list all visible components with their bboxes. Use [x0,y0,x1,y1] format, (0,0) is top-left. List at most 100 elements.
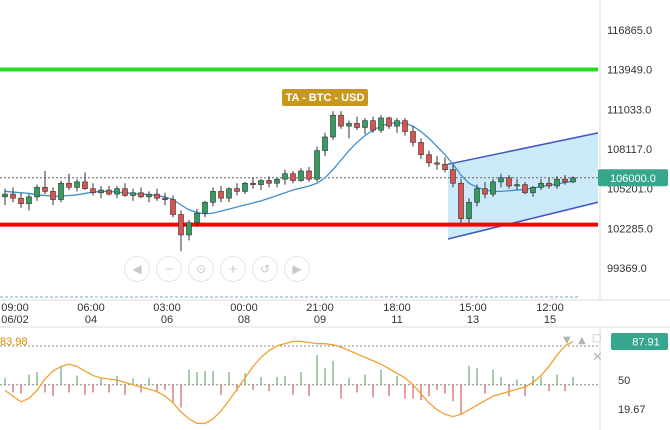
candle-down [410,126,416,147]
price-axis: 116865.0 113949.0 111033.0 108117.0 1052… [607,25,653,275]
candle-down [42,170,48,195]
candle-down [10,187,16,203]
candle-down [418,138,424,159]
zoom-reset-icon[interactable]: ⊙ [188,256,214,282]
candle-down [266,176,272,188]
candle-up [530,185,536,197]
candle-up [514,179,520,191]
candle-body [130,192,136,196]
candle-up [58,180,64,203]
candle-body [394,120,400,127]
chart-title: TA - BTC - USD [286,92,365,104]
candle-body [10,193,16,199]
current-price-tag: 106000.0 [598,169,668,187]
candle-body [218,191,224,199]
candle-up [570,176,576,184]
candle-body [314,150,320,180]
candle-body [90,188,96,194]
candle-body [554,178,560,187]
oscillator-tick: 19.67 [618,404,646,416]
candle-up [474,184,480,207]
candle-up [330,111,336,140]
candle-body [346,123,352,127]
candle-down [450,164,456,188]
candle-body [114,188,120,195]
channel-lower-line [447,201,599,240]
price-tick: 116865.0 [607,25,652,37]
candle-body [362,120,368,128]
pane-collapse-icon[interactable]: ▼ [563,335,571,346]
pane-close-icon[interactable]: ✕ [592,350,603,365]
candle-body [122,188,128,196]
candle-body [466,201,472,219]
candle-down [250,177,256,189]
candle-down [426,150,432,167]
candle-body [226,188,232,199]
candle-up [274,177,280,188]
candle-body [106,189,112,195]
time-tick: 12:00 [536,302,564,314]
time-tick: 15:00 [459,302,487,314]
candle-body [98,189,104,194]
candle-up [74,179,80,192]
candle-body [266,180,272,184]
candle-down [458,179,464,223]
candle-down [122,183,128,197]
zoom-out-icon[interactable]: − [156,256,182,282]
candle-down [546,177,552,189]
candle-body [562,178,568,183]
price-tick: 102285.0 [607,223,653,235]
oscillator-line [4,340,574,425]
candle-body [378,117,384,131]
candle-down [50,187,56,206]
candle-up [146,191,152,203]
candle-up [378,115,384,133]
oscillator-layer [0,340,598,425]
candle-body [354,123,360,128]
candle-down [138,187,144,199]
candle-body [418,142,424,155]
candle-body [58,182,64,200]
date-tick: 11 [391,314,402,326]
candle-body [234,188,240,192]
pane-maximize-icon[interactable]: □ [592,333,602,344]
candle-down [306,166,312,182]
candle-body [290,173,296,181]
candle-body [386,117,392,127]
candle-down [354,116,360,131]
date-tick: 06 [161,314,173,326]
scroll-left-button[interactable]: ◀ [124,256,150,282]
candle-body [178,214,184,236]
price-tick: 113949.0 [607,65,652,77]
candle-body [514,184,520,187]
date-tick: 04 [85,314,97,326]
oscillator-axis: 83.98 50 19.67 87.91 [0,332,668,416]
candle-down [338,111,344,129]
candle-body [74,181,80,188]
candle-body [530,187,536,194]
date-tick: 06/02 [1,314,29,326]
candle-body [162,197,168,200]
scroll-right-button[interactable]: ▶ [284,256,310,282]
candle-body [434,162,440,165]
price-tick: 111033.0 [607,104,651,116]
time-tick: 06:00 [77,302,105,314]
candle-down [402,117,408,136]
candle-body [186,222,192,236]
candle-up [226,187,232,203]
candle-body [274,178,280,184]
candle-body [66,182,72,188]
time-tick: 03:00 [153,302,181,314]
candle-down [370,116,376,133]
reset-view-icon[interactable]: ↺ [252,256,278,282]
zoom-in-icon[interactable]: + [220,256,246,282]
candle-body [482,188,488,195]
current-price-bg [598,169,668,187]
price-tick: 99369.0 [607,263,647,275]
candle-body [322,136,328,151]
pane-expand-icon[interactable]: ▲ [578,335,586,346]
time-axis: 09:00 06/02 06:00 04 03:00 06 00:00 08 2… [1,302,564,326]
chart-title-badge: TA - BTC - USD [282,89,368,106]
price-tick: 108117.0 [607,144,652,156]
